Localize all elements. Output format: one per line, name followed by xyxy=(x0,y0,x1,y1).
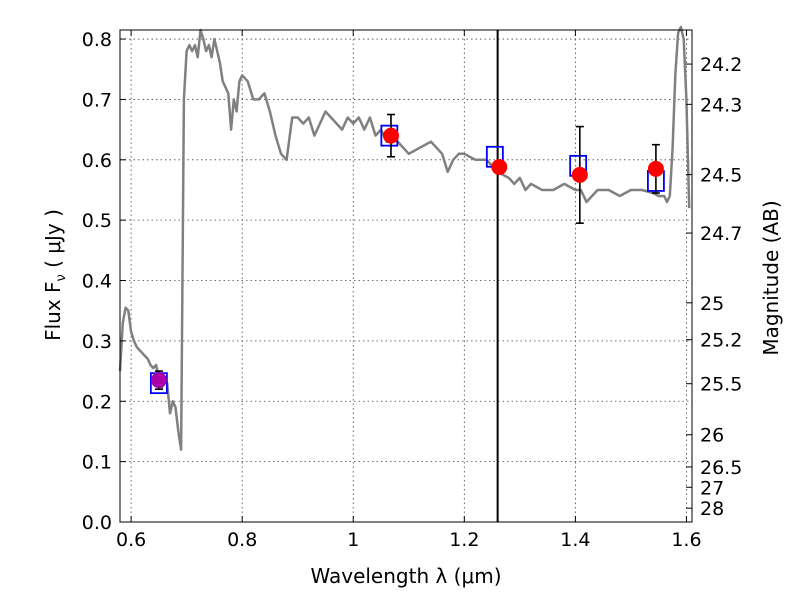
y-tick-label: 0.2 xyxy=(82,391,112,413)
y-tick-label: 0.5 xyxy=(82,210,112,232)
mag-tick-label: 25 xyxy=(700,293,724,315)
y-tick-label: 0.3 xyxy=(82,331,112,353)
plot-area xyxy=(118,25,691,522)
y-tick-label: 0.4 xyxy=(82,271,112,293)
x-axis-title: Wavelength λ (μm) xyxy=(310,564,501,588)
mag-tick-label: 25.5 xyxy=(700,374,742,396)
mag-tick-label: 26 xyxy=(700,425,724,447)
mag-tick-label: 24.2 xyxy=(700,54,742,76)
y-tick-label: 0.1 xyxy=(82,452,112,474)
y-tick-label: 0.8 xyxy=(82,29,112,51)
observed-point xyxy=(647,160,664,177)
ticks: 0.6 0.8 1 1.2 1.4 1.6 0.0 0.1 0.2 0.3 0.4 0.5 0.6 0.7… xyxy=(82,29,743,551)
y-axis-title: Flux Fν ( μJy ) xyxy=(41,209,69,341)
x-tick-label: 1.6 xyxy=(671,529,701,551)
mag-tick-label: 27 xyxy=(700,477,724,499)
mag-tick-label: 24.7 xyxy=(700,223,742,245)
observed-point xyxy=(383,127,400,144)
gridlines xyxy=(120,30,692,523)
observed-point xyxy=(491,159,508,176)
y-tick-label: 0.0 xyxy=(82,512,112,534)
x-tick-label: 0.6 xyxy=(116,529,146,551)
x-tick-label: 1 xyxy=(347,529,359,551)
mag-tick-label: 28 xyxy=(700,498,724,520)
mag-tick-label: 24.3 xyxy=(700,94,742,116)
x-tick-label: 0.8 xyxy=(227,529,257,551)
observed-point xyxy=(571,166,588,183)
y-tick-label: 0.6 xyxy=(82,150,112,172)
plot-frame xyxy=(119,29,693,523)
mag-tick-label: 24.5 xyxy=(700,165,742,187)
right-axis-title: Magnitude (AB) xyxy=(759,200,783,355)
mag-tick-label: 26.5 xyxy=(700,457,742,479)
x-tick-label: 1.4 xyxy=(560,529,590,551)
y-tick-label: 0.7 xyxy=(82,89,112,111)
template-spectrum-line xyxy=(118,25,691,451)
mag-tick-label: 25.2 xyxy=(700,330,742,352)
observed-point xyxy=(150,372,167,389)
x-tick-label: 1.2 xyxy=(449,529,479,551)
